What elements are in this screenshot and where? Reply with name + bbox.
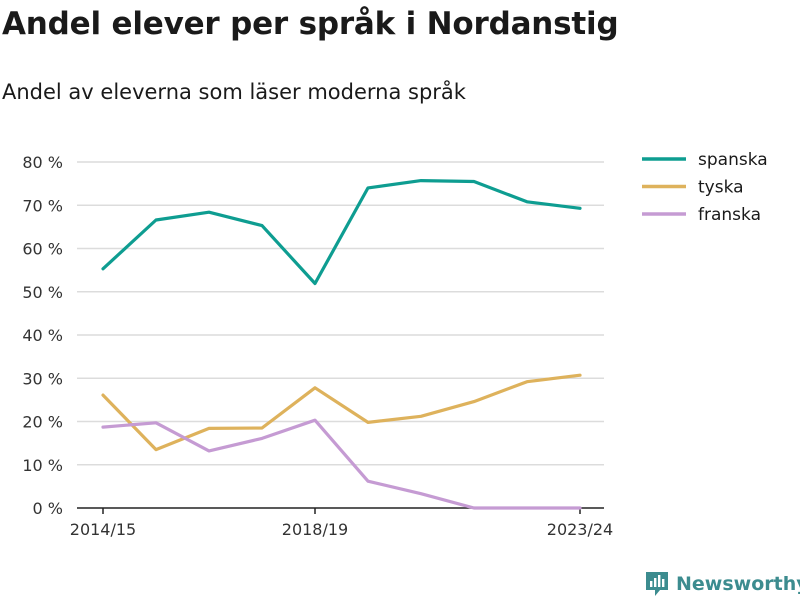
- legend-label-tyska: tyska: [698, 178, 744, 198]
- y-tick-label: 20 %: [22, 413, 63, 432]
- y-tick-label: 30 %: [22, 369, 63, 388]
- series-line-tyska: [101, 373, 582, 452]
- y-tick-label: 60 %: [22, 240, 63, 259]
- y-tick-label: 80 %: [22, 153, 63, 172]
- newsworthy-logo-icon: [646, 572, 668, 596]
- brand-name: Newsworthy: [676, 573, 800, 595]
- x-tick-label: 2023/24: [547, 520, 613, 539]
- chart-subtitle: Andel av eleverna som läser moderna språ…: [2, 80, 466, 104]
- legend-label-franska: franska: [698, 205, 761, 225]
- brand-logo: Newsworthy: [644, 570, 800, 598]
- series-line-spanska: [101, 179, 582, 286]
- y-tick-label: 70 %: [22, 196, 63, 215]
- y-tick-label: 0 %: [33, 499, 63, 518]
- y-tick-label: 40 %: [22, 326, 63, 345]
- y-tick-label: 10 %: [22, 456, 63, 475]
- line-chart: 0 % 10 % 20 % 30 % 40 % 50 % 60 % 70 % 80 % 2014/…: [22, 150, 768, 539]
- y-tick-label: 50 %: [22, 283, 63, 302]
- chart-title: Andel elever per språk i Nordanstig: [2, 6, 619, 42]
- legend-label-spanska: spanska: [698, 150, 768, 170]
- x-tick-label: 2014/15: [70, 520, 136, 539]
- x-tick-label: 2018/19: [282, 520, 348, 539]
- series-line-franska: [101, 418, 582, 510]
